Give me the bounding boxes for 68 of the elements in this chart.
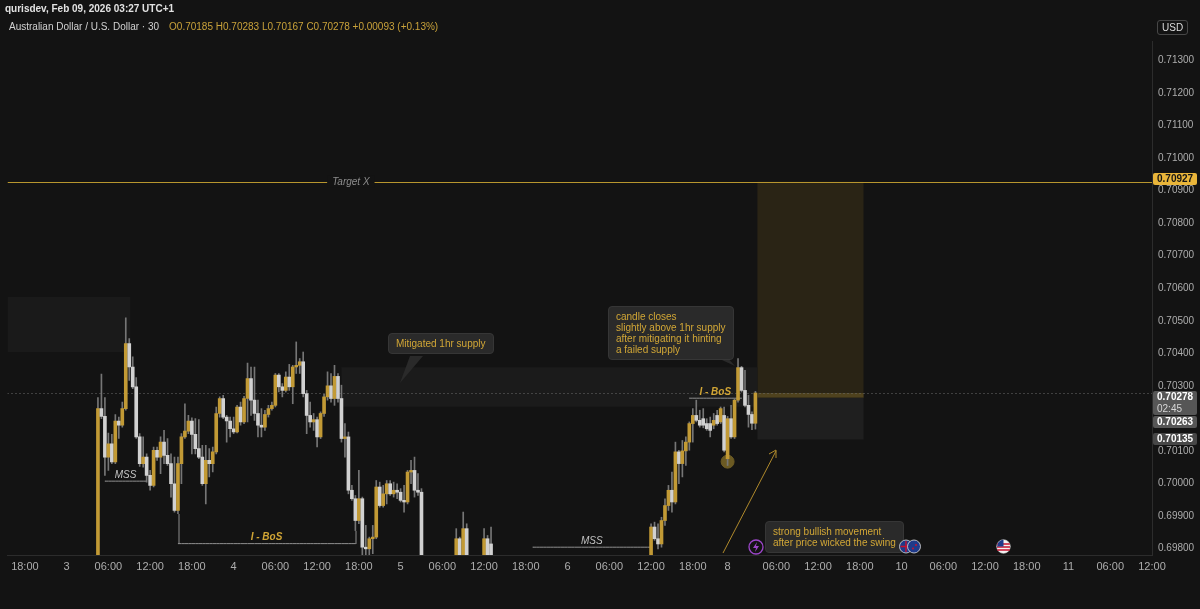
x-tick-label: 06:00 [428, 559, 457, 572]
annotation: I - BoS [250, 531, 283, 543]
text: 0.70135 [1157, 433, 1195, 446]
candlestick [343, 423, 347, 458]
chart-subtitle: O0.70185 H0.70283 L0.70167 C0.70278 +0.00093 (+0.13%) [169, 21, 439, 32]
candlestick [395, 483, 399, 500]
x-tick-label: 06:00 [261, 559, 290, 572]
x-tick-label: 12:00 [303, 559, 331, 572]
x-tick-label: 12:00 [637, 559, 665, 572]
x-tick-label: 06:00 [762, 559, 791, 572]
x-tick-label: 12:00 [1138, 559, 1166, 572]
speech-bubble: strong bullish movement after price wicked the swing [765, 521, 904, 553]
text: 0.70263 [1157, 416, 1195, 429]
ref-line-label: Target X [332, 175, 370, 187]
text: qurisdev, Feb 09, 2026 03:27 UTC+1 [5, 3, 175, 14]
candlestick [402, 485, 406, 513]
x-tick-label: 6 [564, 559, 571, 572]
x-tick-label: 12:00 [136, 559, 164, 572]
text: 02:45 [1157, 403, 1184, 416]
x-tick-label: 18:00 [178, 559, 206, 572]
annotation: MSS [114, 468, 137, 480]
text: 0.70927 [1157, 173, 1195, 185]
y-tick-label: 0.70700 [1158, 249, 1195, 261]
x-tick-label: 06:00 [94, 559, 123, 572]
annotation: strong bullish movement after price wicked the swing [773, 526, 896, 548]
y-tick-label: 0.70500 [1158, 314, 1195, 326]
x-tick-label: 12:00 [470, 559, 498, 572]
y-tick-label: 0.70800 [1158, 216, 1195, 228]
x-tick-label: 12:00 [971, 559, 999, 572]
text: 0.70278 [1157, 391, 1195, 404]
x-tick-label: 18:00 [846, 559, 874, 572]
x-tick-label: 10 [895, 559, 908, 572]
x-tick-label: 06:00 [595, 559, 624, 572]
y-tick-label: 0.70300 [1158, 379, 1195, 391]
x-tick-label: 18:00 [1013, 559, 1041, 572]
y-axis-title: USD [1157, 20, 1189, 35]
y-tick-label: 0.71300 [1158, 54, 1195, 66]
chart-title: Australian Dollar / U.S. Dollar · 30 [9, 21, 160, 32]
x-tick-label: 18:00 [11, 559, 39, 572]
candlestick [656, 523, 660, 550]
y-tick-label: 0.70100 [1158, 444, 1195, 456]
speech-bubble: Mitigated 1hr supply [388, 333, 494, 354]
x-tick-label: 4 [230, 559, 237, 572]
x-tick-label: 18:00 [679, 559, 707, 572]
annotation: I - BoS [699, 385, 732, 397]
x-tick-label: 06:00 [929, 559, 958, 572]
annotation: Mitigated 1hr supply [396, 338, 486, 349]
y-tick-label: 0.69900 [1158, 509, 1195, 521]
y-tick-label: 0.71100 [1158, 119, 1194, 131]
x-tick-label: 18:00 [512, 559, 540, 572]
y-tick-label: 0.69800 [1158, 542, 1195, 554]
y-tick-label: 0.70900 [1158, 184, 1195, 196]
x-tick-label: 06:00 [1096, 559, 1125, 572]
x-tick-label: 3 [63, 559, 70, 572]
y-tick-label: 0.70000 [1158, 477, 1195, 489]
y-tick-label: 0.70600 [1158, 281, 1195, 293]
x-tick-label: 18:00 [345, 559, 373, 572]
x-tick-label: 11 [1062, 559, 1075, 572]
x-tick-label: 5 [397, 559, 404, 572]
candlestick [141, 436, 145, 468]
x-tick-label: 8 [724, 559, 731, 572]
y-tick-label: 0.70400 [1158, 347, 1195, 359]
annotation: candle closes slightly above 1hr supply after mitigating it hinting a failed supply [616, 311, 726, 355]
annotation: MSS [580, 534, 603, 546]
x-tick-label: 12:00 [804, 559, 832, 572]
y-tick-label: 0.71000 [1158, 151, 1195, 163]
speech-bubble: candle closes slightly above 1hr supply after mitigating it hinting a failed supply [608, 306, 734, 360]
y-tick-label: 0.71200 [1158, 86, 1195, 98]
